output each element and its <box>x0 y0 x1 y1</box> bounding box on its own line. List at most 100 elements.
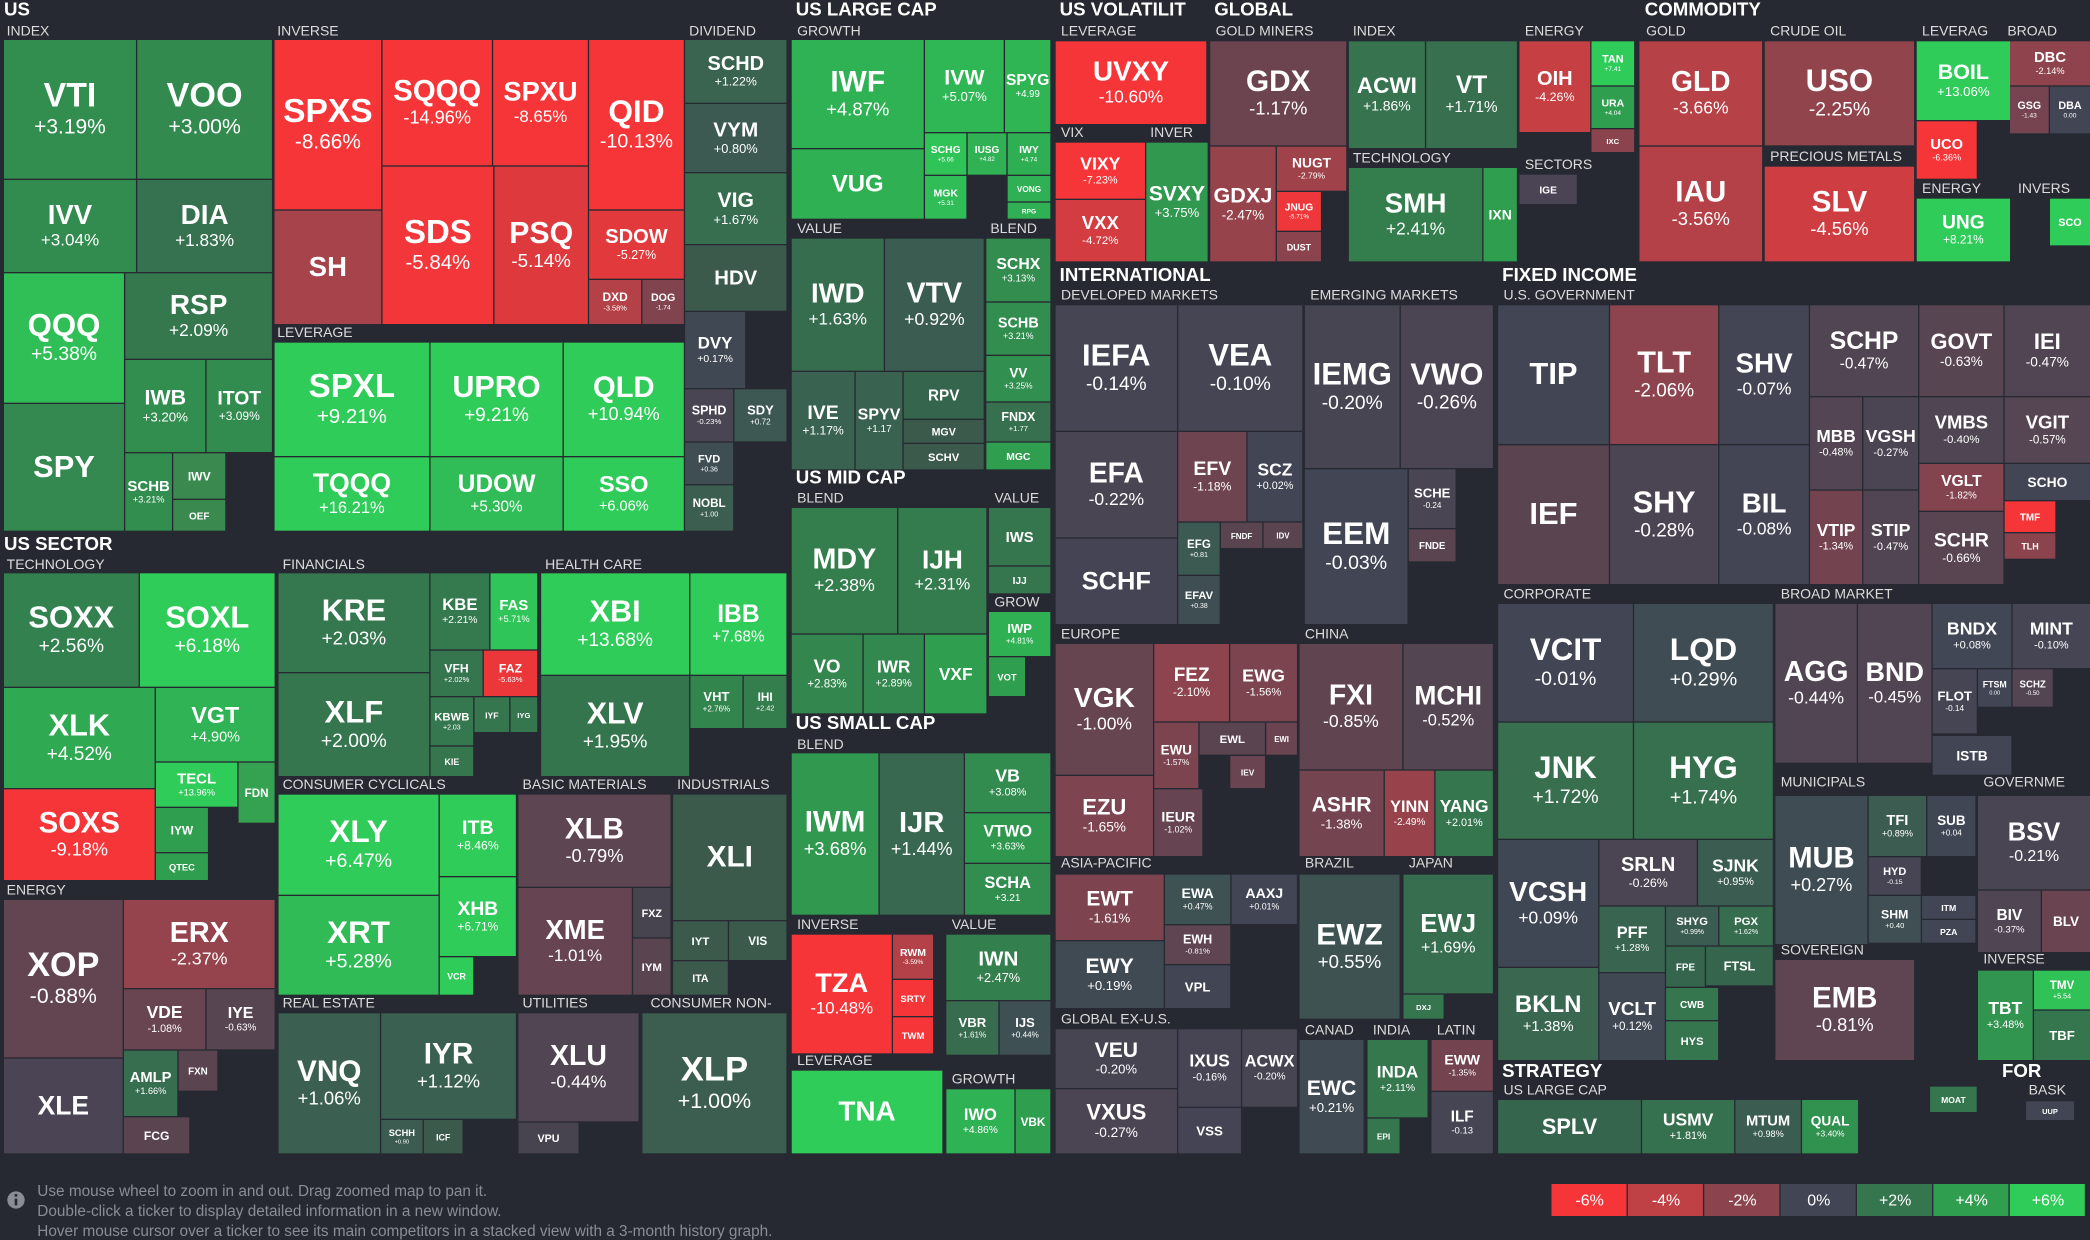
ticker-tile[interactable] <box>518 1122 579 1154</box>
ticker-tile[interactable] <box>925 176 967 219</box>
ticker-tile[interactable] <box>1299 874 1400 1019</box>
ticker-tile[interactable] <box>1178 305 1303 431</box>
ticker-tile[interactable] <box>274 342 430 456</box>
ticker-tile[interactable] <box>1299 1040 1364 1154</box>
ticker-tile[interactable] <box>3 1058 123 1154</box>
ticker-tile[interactable] <box>1775 960 1915 1060</box>
ticker-tile[interactable] <box>1698 840 1773 906</box>
ticker-tile[interactable] <box>430 573 490 650</box>
ticker-tile[interactable] <box>1266 722 1297 755</box>
ticker-tile[interactable] <box>1055 305 1177 431</box>
ticker-tile[interactable] <box>986 302 1051 355</box>
ticker-tile[interactable] <box>274 40 382 210</box>
ticker-tile[interactable] <box>1916 121 1977 179</box>
ticker-tile[interactable] <box>1146 142 1208 262</box>
ticker-tile[interactable] <box>278 673 430 776</box>
ticker-tile[interactable] <box>430 342 563 456</box>
ticker-tile[interactable] <box>1610 305 1719 444</box>
ticker-tile[interactable] <box>898 508 987 634</box>
ticker-tile[interactable] <box>965 864 1051 915</box>
ticker-tile[interactable] <box>729 921 787 960</box>
ticker-tile[interactable] <box>925 634 987 714</box>
ticker-tile[interactable] <box>879 753 964 915</box>
ticker-tile[interactable] <box>1055 200 1145 262</box>
ticker-tile[interactable] <box>1978 796 2090 890</box>
ticker-tile[interactable] <box>1431 1040 1493 1091</box>
ticker-tile[interactable] <box>1591 41 1635 86</box>
ticker-tile[interactable] <box>1007 176 1051 202</box>
ticker-tile[interactable] <box>791 372 855 470</box>
ticker-tile[interactable] <box>1403 994 1444 1019</box>
ticker-tile[interactable] <box>1055 142 1145 199</box>
ticker-tile[interactable] <box>1634 604 1773 722</box>
ticker-tile[interactable] <box>1348 41 1425 149</box>
ticker-tile[interactable] <box>1199 722 1265 755</box>
ticker-tile[interactable] <box>1005 40 1051 132</box>
ticker-tile[interactable] <box>2012 604 2090 668</box>
ticker-tile[interactable] <box>274 457 430 531</box>
ticker-tile[interactable] <box>1519 41 1591 133</box>
ticker-tile[interactable] <box>946 1089 1015 1154</box>
ticker-tile[interactable] <box>855 372 903 470</box>
ticker-tile[interactable] <box>1015 1089 1051 1154</box>
ticker-tile[interactable] <box>1276 232 1321 262</box>
ticker-tile[interactable] <box>1868 796 1927 856</box>
ticker-tile[interactable] <box>1154 644 1229 722</box>
ticker-tile[interactable] <box>685 40 787 103</box>
ticker-tile[interactable] <box>1666 1021 1719 1060</box>
ticker-tile[interactable] <box>1164 925 1231 964</box>
ticker-tile[interactable] <box>1007 133 1051 175</box>
ticker-tile[interactable] <box>2042 890 2090 952</box>
ticker-tile[interactable] <box>423 1120 463 1154</box>
ticker-tile[interactable] <box>155 688 275 762</box>
ticker-tile[interactable] <box>589 210 684 279</box>
ticker-tile[interactable] <box>3 273 124 403</box>
ticker-tile[interactable] <box>965 753 1051 812</box>
ticker-tile[interactable] <box>1231 874 1297 924</box>
ticker-tile[interactable] <box>1642 1100 1735 1154</box>
ticker-tile[interactable] <box>1210 146 1276 262</box>
ticker-tile[interactable] <box>1242 1029 1297 1107</box>
ticker-tile[interactable] <box>1154 722 1199 788</box>
ticker-tile[interactable] <box>1868 896 1921 943</box>
ticker-tile[interactable] <box>1055 776 1153 856</box>
ticker-tile[interactable] <box>903 372 984 419</box>
ticker-tile[interactable] <box>1932 669 1977 734</box>
ticker-tile[interactable] <box>1666 988 1719 1020</box>
ticker-tile[interactable] <box>863 634 924 714</box>
ticker-tile[interactable] <box>125 360 206 452</box>
ticker-tile[interactable] <box>278 573 430 672</box>
ticker-tile[interactable] <box>2004 533 2056 559</box>
ticker-tile[interactable] <box>633 938 671 995</box>
ticker-tile[interactable] <box>1591 86 1635 128</box>
ticker-tile[interactable] <box>986 402 1051 442</box>
ticker-tile[interactable] <box>238 762 275 823</box>
ticker-tile[interactable] <box>474 697 510 732</box>
ticker-tile[interactable] <box>494 166 588 324</box>
ticker-tile[interactable] <box>1299 770 1384 856</box>
ticker-tile[interactable] <box>1299 644 1403 770</box>
ticker-tile[interactable] <box>1055 1029 1177 1088</box>
ticker-tile[interactable] <box>2010 86 2049 134</box>
ticker-tile[interactable] <box>1304 305 1400 468</box>
ticker-tile[interactable] <box>2050 86 2090 134</box>
ticker-tile[interactable] <box>430 697 474 746</box>
ticker-tile[interactable] <box>1639 146 1763 262</box>
ticker-tile[interactable] <box>903 420 984 443</box>
ticker-tile[interactable] <box>3 573 139 687</box>
ticker-tile[interactable] <box>1498 968 1599 1060</box>
ticker-tile[interactable] <box>685 485 734 531</box>
ticker-tile[interactable] <box>3 404 124 531</box>
ticker-tile[interactable] <box>989 508 1051 566</box>
ticker-tile[interactable] <box>893 934 934 979</box>
ticker-tile[interactable] <box>1431 1092 1493 1154</box>
ticker-tile[interactable] <box>734 389 787 442</box>
ticker-tile[interactable] <box>1210 41 1347 146</box>
ticker-tile[interactable] <box>439 877 516 956</box>
ticker-tile[interactable] <box>1230 644 1297 722</box>
ticker-tile[interactable] <box>125 453 172 531</box>
ticker-tile[interactable] <box>1055 644 1153 775</box>
ticker-tile[interactable] <box>642 280 684 324</box>
ticker-tile[interactable] <box>430 746 474 776</box>
ticker-tile[interactable] <box>1916 198 2011 262</box>
